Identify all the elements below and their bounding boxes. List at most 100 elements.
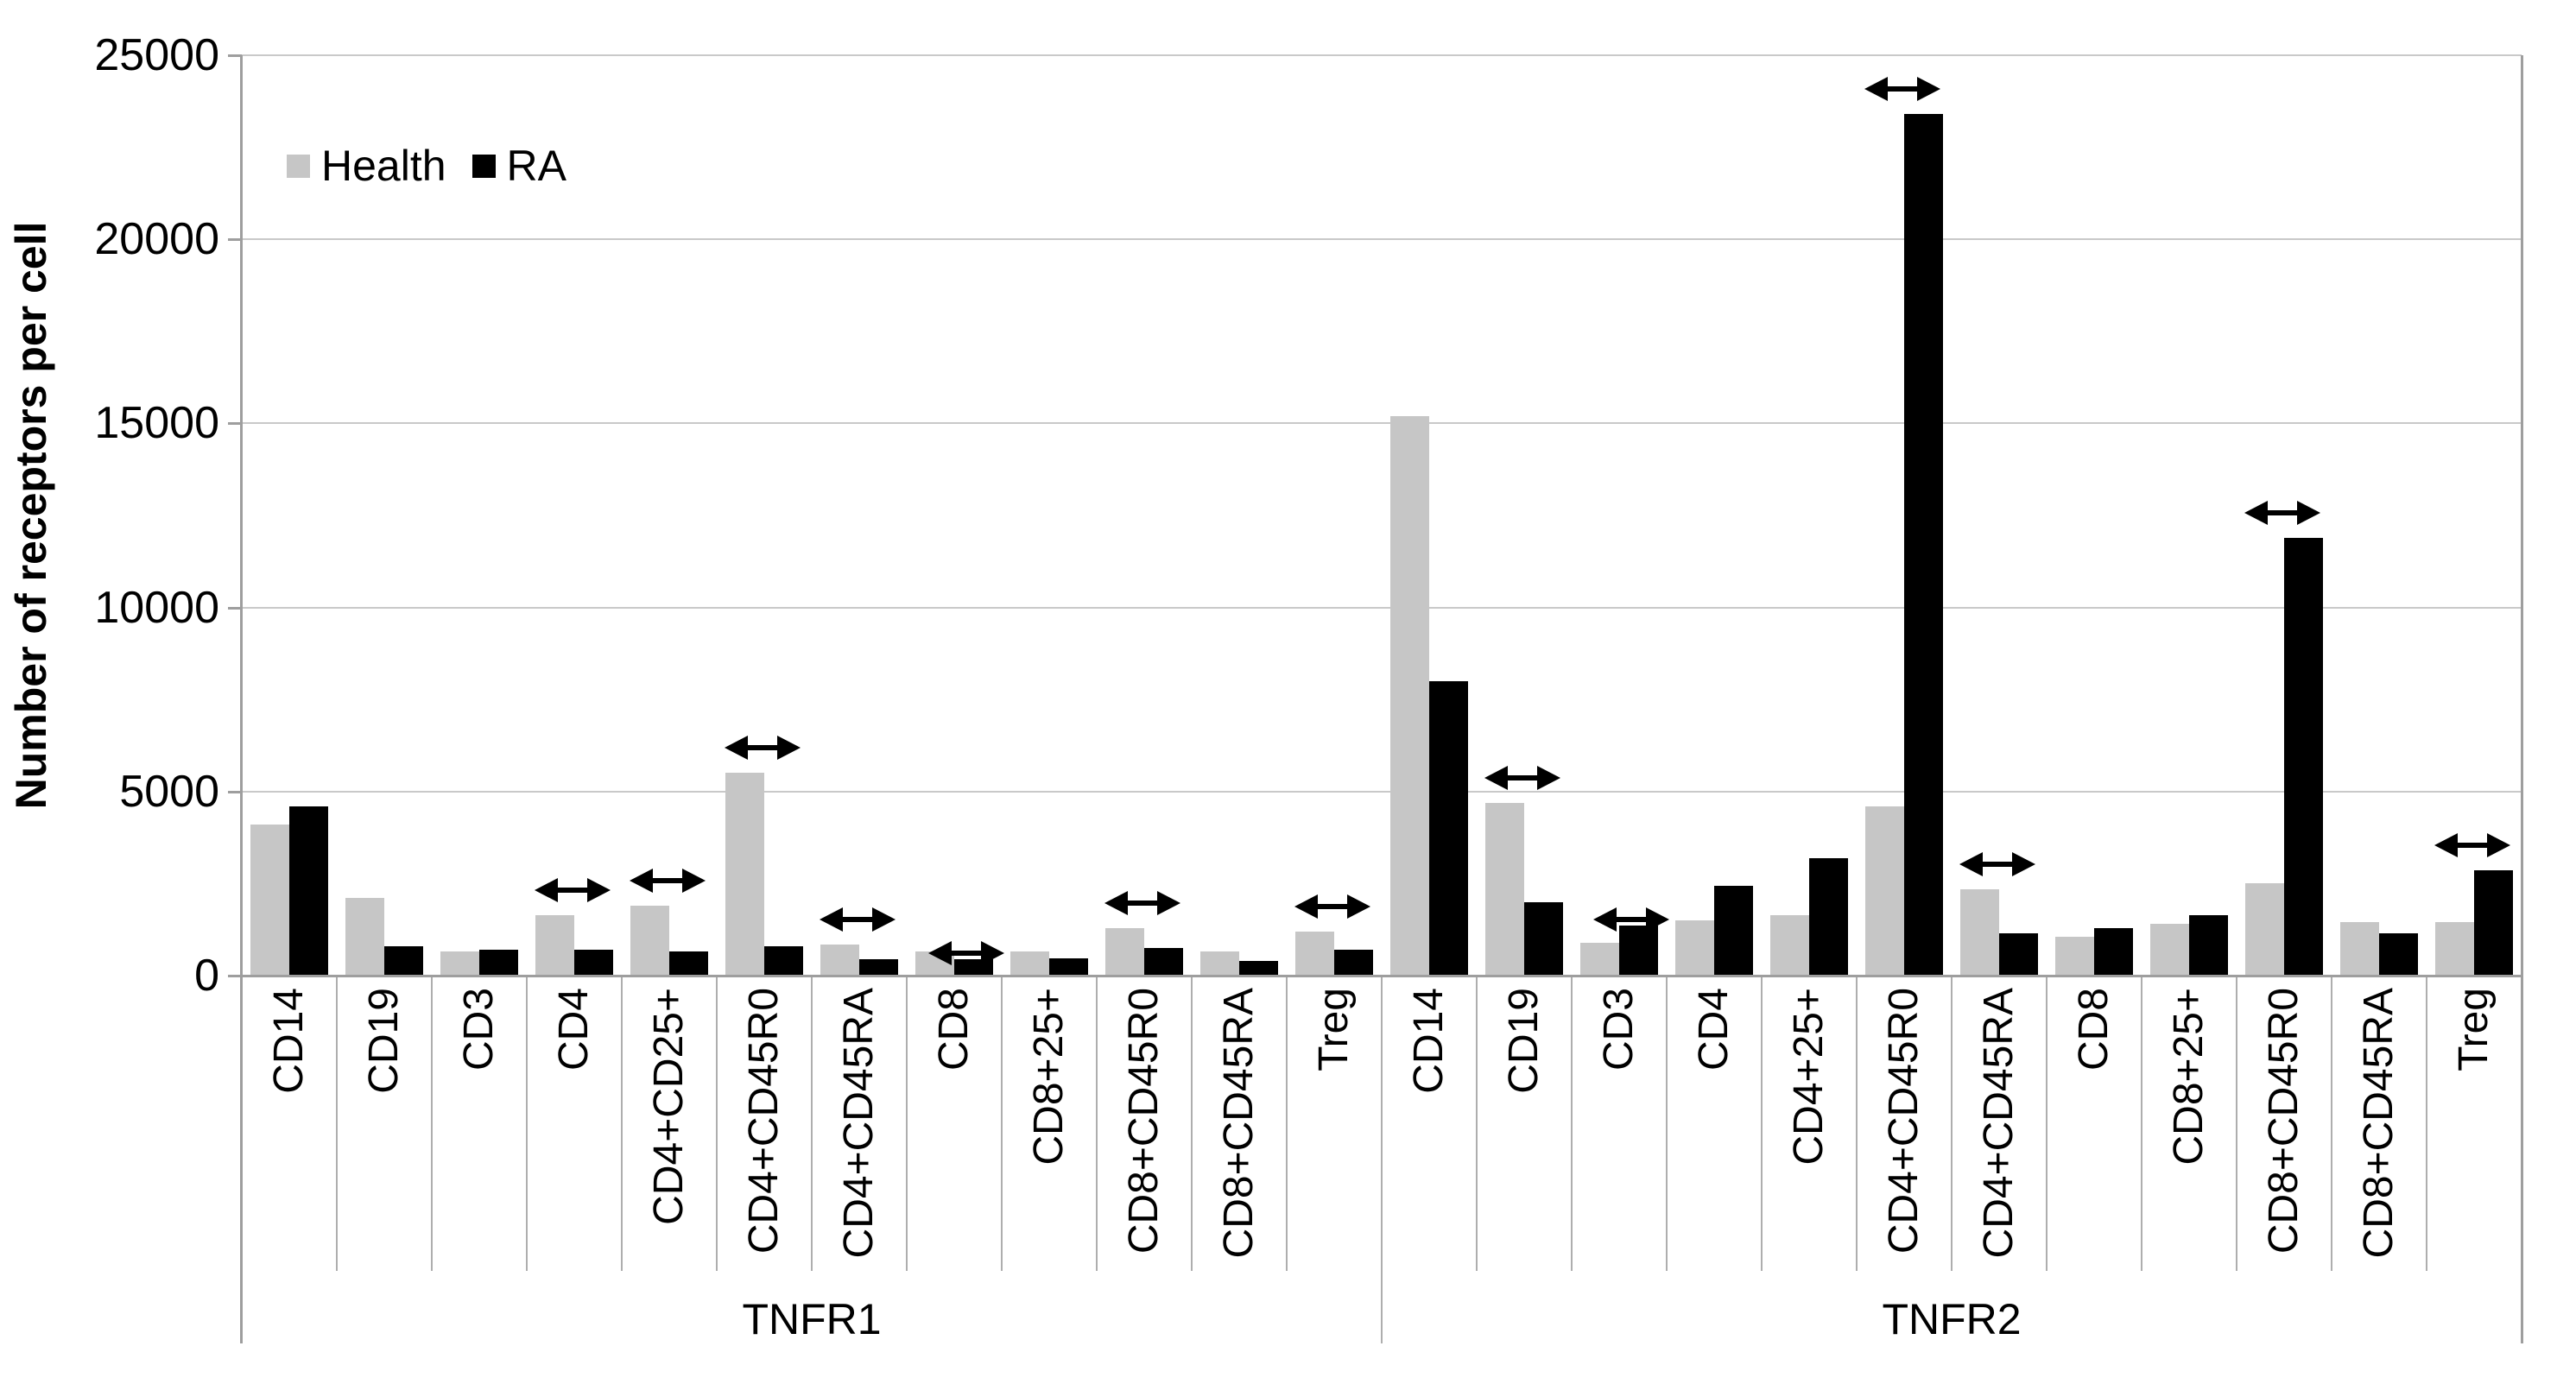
bar-ra-tnfr1-cd4-cd45ra — [859, 958, 899, 976]
category-separator — [906, 976, 908, 1271]
y-tick-label-20000: 20000 — [94, 214, 219, 265]
category-separator — [1951, 976, 1953, 1271]
x-category-cell: CD4+CD45RA — [1952, 976, 2047, 1271]
gridline-15000 — [242, 422, 2522, 425]
bar-health-tnfr2-cd8-25 — [2149, 924, 2189, 976]
x-category-cell: CD4 — [1667, 976, 1762, 1271]
legend-label-health: Health — [321, 142, 446, 190]
category-separator — [1286, 976, 1288, 1271]
bar-health-tnfr1-cd8-cd45r0 — [1104, 927, 1144, 976]
plot-right-border — [2521, 55, 2523, 1343]
x-category-label: CD4+25+ — [1786, 988, 1832, 1166]
bar-ra-tnfr2-cd4-25 — [1809, 857, 1849, 976]
bar-health-tnfr2-cd8-cd45ra — [2339, 922, 2379, 976]
x-category-cell: CD8+CD45RA — [1192, 976, 1287, 1271]
x-category-cell: CD8+CD45R0 — [1097, 976, 1192, 1271]
bar-ra-tnfr1-cd3 — [479, 950, 519, 976]
x-category-cell: CD4 — [527, 976, 622, 1271]
x-category-label: CD4+CD25+ — [646, 988, 692, 1225]
significance-double-arrow-icon — [2434, 831, 2511, 860]
bar-health-tnfr2-cd3 — [1579, 942, 1619, 976]
x-category-label: CD4+CD45R0 — [741, 988, 787, 1254]
bar-health-tnfr2-cd4-cd45r0 — [1864, 806, 1904, 976]
significance-double-arrow-icon — [1104, 888, 1181, 918]
significance-double-arrow-icon — [2244, 498, 2321, 528]
bar-ra-tnfr1-cd19 — [384, 945, 424, 976]
category-separator — [1191, 976, 1193, 1271]
x-category-cell: CD8+CD45RA — [2332, 976, 2427, 1271]
bar-ra-tnfr1-treg — [1334, 950, 1374, 976]
category-separator — [716, 976, 718, 1271]
bar-health-tnfr1-cd14 — [250, 825, 289, 976]
y-tick-label-15000: 15000 — [94, 398, 219, 449]
bar-ra-tnfr1-cd8-cd45ra — [1239, 960, 1279, 976]
x-category-cell: CD4+CD45R0 — [1857, 976, 1952, 1271]
bar-health-tnfr1-cd4 — [535, 914, 574, 976]
x-category-cell: CD19 — [337, 976, 432, 1271]
x-category-label: CD8+25+ — [2166, 988, 2212, 1166]
category-separator — [1666, 976, 1668, 1271]
category-separator — [526, 976, 528, 1271]
x-category-cell: CD4+CD25+ — [622, 976, 717, 1271]
bar-ra-tnfr2-cd4-cd45ra — [1999, 932, 2039, 976]
category-separator — [621, 976, 623, 1271]
x-category-label: CD8+CD45R0 — [2261, 988, 2307, 1254]
x-category-label: CD3 — [456, 988, 502, 1071]
x-category-cell: Treg — [1287, 976, 1382, 1271]
bar-ra-tnfr1-cd8-cd45r0 — [1144, 948, 1184, 976]
bar-ra-tnfr1-cd4 — [574, 950, 614, 976]
category-separator — [336, 976, 338, 1271]
gridline-20000 — [242, 238, 2522, 241]
x-axis-line — [240, 975, 2522, 977]
significance-double-arrow-icon — [724, 733, 801, 762]
y-axis-line — [240, 55, 243, 1343]
bar-ra-tnfr2-cd14 — [1429, 680, 1469, 976]
category-separator — [1856, 976, 1858, 1271]
significance-double-arrow-icon — [927, 938, 1005, 968]
bar-health-tnfr1-cd3 — [440, 951, 479, 976]
x-category-cell: CD8+25+ — [2142, 976, 2237, 1271]
x-category-label: CD3 — [1596, 988, 1642, 1071]
x-category-label: CD4 — [551, 988, 597, 1071]
bar-health-tnfr2-cd8-cd45r0 — [2244, 883, 2284, 976]
bar-health-tnfr1-cd4-cd25 — [630, 905, 669, 976]
category-separator — [1476, 976, 1478, 1271]
bar-ra-tnfr2-cd8-cd45r0 — [2284, 537, 2324, 976]
y-tick-mark-20000 — [228, 238, 242, 242]
x-category-label: Treg — [2451, 988, 2497, 1071]
category-separator — [1001, 976, 1003, 1271]
y-tick-label-0: 0 — [194, 951, 219, 1001]
bar-health-tnfr2-cd4-cd45ra — [1959, 888, 1999, 976]
x-category-label: CD4 — [1691, 988, 1737, 1071]
category-separator — [1571, 976, 1573, 1271]
significance-double-arrow-icon — [1959, 850, 2036, 879]
x-category-label: CD4+CD45R0 — [1881, 988, 1927, 1254]
x-category-cell: CD8 — [907, 976, 1002, 1271]
y-tick-mark-10000 — [228, 606, 242, 610]
x-category-cell: CD3 — [432, 976, 527, 1271]
category-separator — [2331, 976, 2332, 1271]
y-axis-title: Number of receptors per cell — [7, 221, 55, 810]
bar-health-tnfr1-cd19 — [345, 898, 384, 976]
x-category-label: CD14 — [1406, 988, 1452, 1094]
category-separator — [2046, 976, 2048, 1271]
legend-swatch-health — [287, 154, 310, 178]
bar-ra-tnfr2-cd8 — [2094, 927, 2134, 976]
category-separator — [2141, 976, 2142, 1271]
x-category-label: CD19 — [1501, 988, 1547, 1094]
y-tick-mark-5000 — [228, 790, 242, 793]
x-category-label: CD8 — [2071, 988, 2117, 1071]
bar-health-tnfr2-cd19 — [1484, 802, 1524, 976]
bar-health-tnfr2-cd8 — [2054, 937, 2094, 976]
x-category-cell: CD3 — [1572, 976, 1667, 1271]
bar-ra-tnfr2-cd4-cd45r0 — [1904, 114, 1944, 976]
bar-ra-tnfr2-cd19 — [1524, 901, 1564, 976]
category-separator — [1761, 976, 1763, 1271]
x-category-label: CD4+CD45RA — [836, 988, 882, 1259]
x-category-label: CD8+25+ — [1026, 988, 1072, 1166]
significance-double-arrow-icon — [1592, 905, 1670, 934]
y-tick-label-5000: 5000 — [119, 766, 219, 817]
significance-double-arrow-icon — [534, 875, 611, 905]
significance-double-arrow-icon — [629, 866, 706, 895]
bar-health-tnfr2-cd4-25 — [1769, 914, 1809, 976]
